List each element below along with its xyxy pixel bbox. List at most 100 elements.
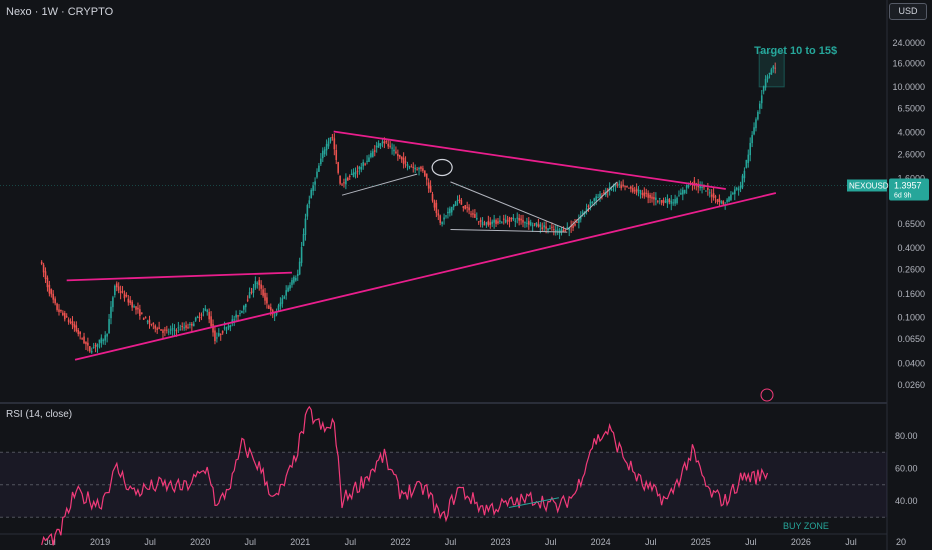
candle-body	[71, 321, 74, 326]
candle-body	[44, 271, 47, 280]
candle-body	[512, 217, 515, 220]
candle-body	[268, 305, 270, 309]
candle-body	[56, 303, 58, 310]
candle-body	[137, 307, 139, 310]
candle-body	[325, 143, 328, 151]
rsi-divergence-line	[508, 497, 560, 508]
candle-body	[231, 319, 234, 324]
highlight-circle	[431, 158, 453, 177]
candle-body	[260, 284, 262, 289]
candle-body	[144, 317, 147, 319]
candle-body	[687, 185, 690, 187]
candle-body	[60, 309, 62, 312]
candle-body	[699, 186, 701, 189]
candle-body	[169, 329, 172, 331]
candle-body	[595, 196, 597, 202]
candle-body	[639, 190, 642, 194]
candle-body	[246, 299, 249, 301]
candle-body	[102, 339, 105, 342]
candle-body	[420, 166, 422, 169]
candle-body	[454, 201, 457, 206]
candle-body	[223, 327, 226, 329]
candle-body	[768, 72, 771, 74]
candle-body	[87, 342, 89, 346]
candle-body	[720, 201, 723, 204]
candle-body	[167, 331, 170, 333]
candle-body	[352, 172, 355, 177]
candle-body	[479, 219, 482, 222]
candle-body	[722, 201, 725, 205]
candle-body	[146, 321, 149, 323]
candle-body	[630, 186, 632, 189]
candle-body	[472, 213, 474, 215]
candle-body	[497, 221, 499, 224]
candle-body	[106, 333, 108, 337]
candle-body	[243, 306, 245, 310]
rsi-line	[41, 405, 769, 546]
candle-body	[362, 162, 365, 167]
candle-body	[593, 198, 596, 201]
candle-body	[739, 185, 742, 189]
candle-body	[252, 288, 255, 293]
candle-body	[306, 205, 309, 217]
candle-body	[645, 192, 648, 194]
candle-body	[69, 321, 72, 323]
candle-body	[774, 67, 777, 69]
candle-body	[397, 153, 399, 157]
candle-body	[718, 198, 721, 202]
candle-body	[160, 329, 162, 331]
candle-body	[506, 220, 509, 222]
candle-body	[522, 219, 524, 223]
candle-body	[549, 227, 551, 230]
candle-body	[348, 176, 351, 178]
candle-body	[48, 284, 51, 294]
candle-body	[198, 317, 201, 319]
candle-body	[327, 141, 330, 147]
candle-body	[115, 283, 118, 288]
candle-body	[298, 261, 301, 275]
candle-body	[63, 313, 66, 320]
candle-body	[229, 325, 232, 328]
candle-body	[318, 165, 320, 172]
candle-body	[393, 149, 395, 152]
candle-body	[531, 225, 534, 227]
candle-body	[273, 315, 276, 317]
candle-body	[435, 202, 438, 214]
candle-body	[633, 190, 636, 192]
candle-body	[518, 218, 520, 221]
candle-body	[366, 160, 368, 162]
rsi-axis-tick: 80.00	[895, 431, 918, 441]
candle-body	[212, 323, 214, 333]
candle-body	[200, 314, 203, 316]
time-axis-tick: Jul	[244, 537, 256, 547]
candle-body	[360, 166, 363, 170]
candle-body	[210, 316, 212, 327]
candle-body	[354, 171, 357, 175]
candle-body	[125, 294, 128, 297]
candle-body	[452, 204, 455, 208]
candle-body	[191, 323, 193, 326]
candle-body	[173, 329, 176, 331]
candle-body	[296, 273, 299, 276]
trendline	[566, 181, 618, 230]
candle-body	[493, 219, 495, 223]
candle-body	[206, 310, 209, 313]
candle-body	[743, 170, 746, 179]
price-badge-value: 1.3957	[894, 180, 922, 190]
candle-body	[92, 346, 95, 348]
candle-body	[142, 317, 145, 320]
candle-body	[100, 337, 103, 344]
time-axis-tick: 2022	[390, 537, 410, 547]
candle-body	[707, 187, 709, 190]
currency-button[interactable]: USD	[889, 3, 927, 20]
candle-body	[504, 219, 507, 223]
candle-body	[418, 167, 420, 170]
candle-body	[108, 319, 110, 334]
candle-body	[635, 188, 638, 193]
candle-body	[587, 205, 590, 207]
time-axis-tick: 2020	[190, 537, 210, 547]
candle-body	[422, 168, 424, 171]
time-axis-tick: Jul	[745, 537, 757, 547]
